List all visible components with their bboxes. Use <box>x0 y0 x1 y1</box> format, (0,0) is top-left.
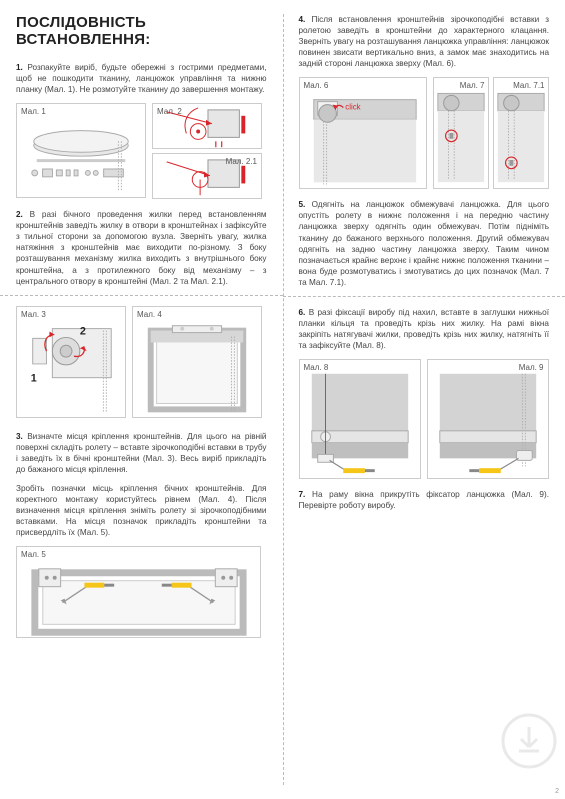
figure-2: Мал. 2 <box>152 103 262 149</box>
fig8-label: Мал. 8 <box>304 363 329 372</box>
fig1-svg <box>17 104 145 198</box>
fig5-svg <box>17 547 260 638</box>
hr-left <box>0 295 283 296</box>
fig7-svg <box>434 78 488 186</box>
figure-8: Мал. 8 <box>299 359 421 479</box>
figure-7: Мал. 7 <box>433 77 489 189</box>
fig6-label: Мал. 6 <box>304 81 329 90</box>
fig9-svg <box>428 360 548 478</box>
figure-9: Мал. 9 <box>427 359 549 479</box>
page-title: ПОСЛІДОВНІСТЬ ВСТАНОВЛЕННЯ: <box>16 14 267 48</box>
figure-row-1: Мал. 1 <box>16 103 267 199</box>
fig3-svg: 2 1 <box>17 307 125 417</box>
paragraph-6: 6. В разі фіксації виробу під нахил, вст… <box>299 307 550 351</box>
text-3b: Зробіть позначки місць кріплення бічних … <box>16 484 267 537</box>
paragraph-7: 7. На раму вікна прикрутіть фіксатор лан… <box>299 489 550 511</box>
figure-21: Мал. 2.1 <box>152 153 262 199</box>
text-4: Після встановлення кронштейнів зірочкопо… <box>299 15 550 68</box>
paragraph-1: 1. Розпакуйте виріб, будьте обережні з г… <box>16 62 267 95</box>
figure-2-col: Мал. 2 Мал. 2.1 <box>152 103 262 199</box>
figure-5: Мал. 5 <box>16 546 261 638</box>
watermark-icon <box>501 713 557 771</box>
fig5-label: Мал. 5 <box>21 550 46 559</box>
svg-text:2: 2 <box>80 325 86 337</box>
num-7: 7. <box>299 490 306 499</box>
num-3: 3. <box>16 432 23 441</box>
num-6: 6. <box>299 308 306 317</box>
text-5: Одягніть на ланцюжок обмежувачі ланцюжка… <box>299 200 550 286</box>
fig21-label: Мал. 2.1 <box>226 157 257 166</box>
figure-7-group: Мал. 7 Мал. 7.1 <box>433 77 549 189</box>
num-5: 5. <box>299 200 306 209</box>
fig4-label: Мал. 4 <box>137 310 162 319</box>
figure-3: Мал. 3 2 1 <box>16 306 126 418</box>
figure-4: Мал. 4 <box>132 306 262 418</box>
fig4-svg <box>133 307 261 417</box>
text-1: Розпакуйте виріб, будьте обережні з гост… <box>16 63 267 94</box>
fig71-label: Мал. 7.1 <box>513 81 544 90</box>
fig6-svg: click <box>300 78 426 188</box>
text-6: В разі фіксації виробу під нахил, вставт… <box>299 308 550 350</box>
num-1: 1. <box>16 63 23 72</box>
figure-71: Мал. 7.1 <box>493 77 549 189</box>
fig8-svg <box>300 360 420 478</box>
figure-1: Мал. 1 <box>16 103 146 198</box>
page-number: 2 <box>555 788 559 795</box>
hr-right <box>283 296 565 297</box>
figure-row-2: Мал. 3 2 1 Мал. 4 <box>16 306 267 421</box>
fig1-label: Мал. 1 <box>21 107 46 116</box>
paragraph-2: 2. В разі бічного проведення жилки перед… <box>16 209 267 286</box>
text-2: В разі бічного проведення жилки перед вс… <box>16 210 267 285</box>
svg-text:1: 1 <box>31 372 37 384</box>
figure-row-3: Мал. 5 <box>16 546 267 638</box>
num-4: 4. <box>299 15 306 24</box>
fig71-svg <box>494 78 548 186</box>
fig2-label: Мал. 2 <box>157 107 182 116</box>
paragraph-3b: Зробіть позначки місць кріплення бічних … <box>16 483 267 538</box>
left-column: ПОСЛІДОВНІСТЬ ВСТАНОВЛЕННЯ: 1. Розпакуйт… <box>0 0 283 799</box>
click-label: click <box>345 103 360 112</box>
paragraph-5: 5. Одягніть на ланцюжок обмежувачі ланцю… <box>299 199 550 288</box>
fig7-label: Мал. 7 <box>460 81 485 90</box>
figure-row-5: Мал. 8 Мал. 9 <box>299 359 550 479</box>
fig3-label: Мал. 3 <box>21 310 46 319</box>
text-3a: Визначте місця кріплення кронштейнів. Дл… <box>16 432 267 474</box>
text-7: На раму вікна прикрутіть фіксатор ланцюж… <box>299 490 549 510</box>
right-column: 4. Після встановлення кронштейнів зірочк… <box>283 0 565 799</box>
num-2: 2. <box>16 210 23 219</box>
paragraph-4: 4. Після встановлення кронштейнів зірочк… <box>299 14 550 69</box>
fig9-label: Мал. 9 <box>519 363 544 372</box>
paragraph-3a: 3. Визначте місця кріплення кронштейнів.… <box>16 431 267 475</box>
figure-row-4: Мал. 6 click Мал. 7 <box>299 77 550 189</box>
figure-6: Мал. 6 click <box>299 77 427 189</box>
